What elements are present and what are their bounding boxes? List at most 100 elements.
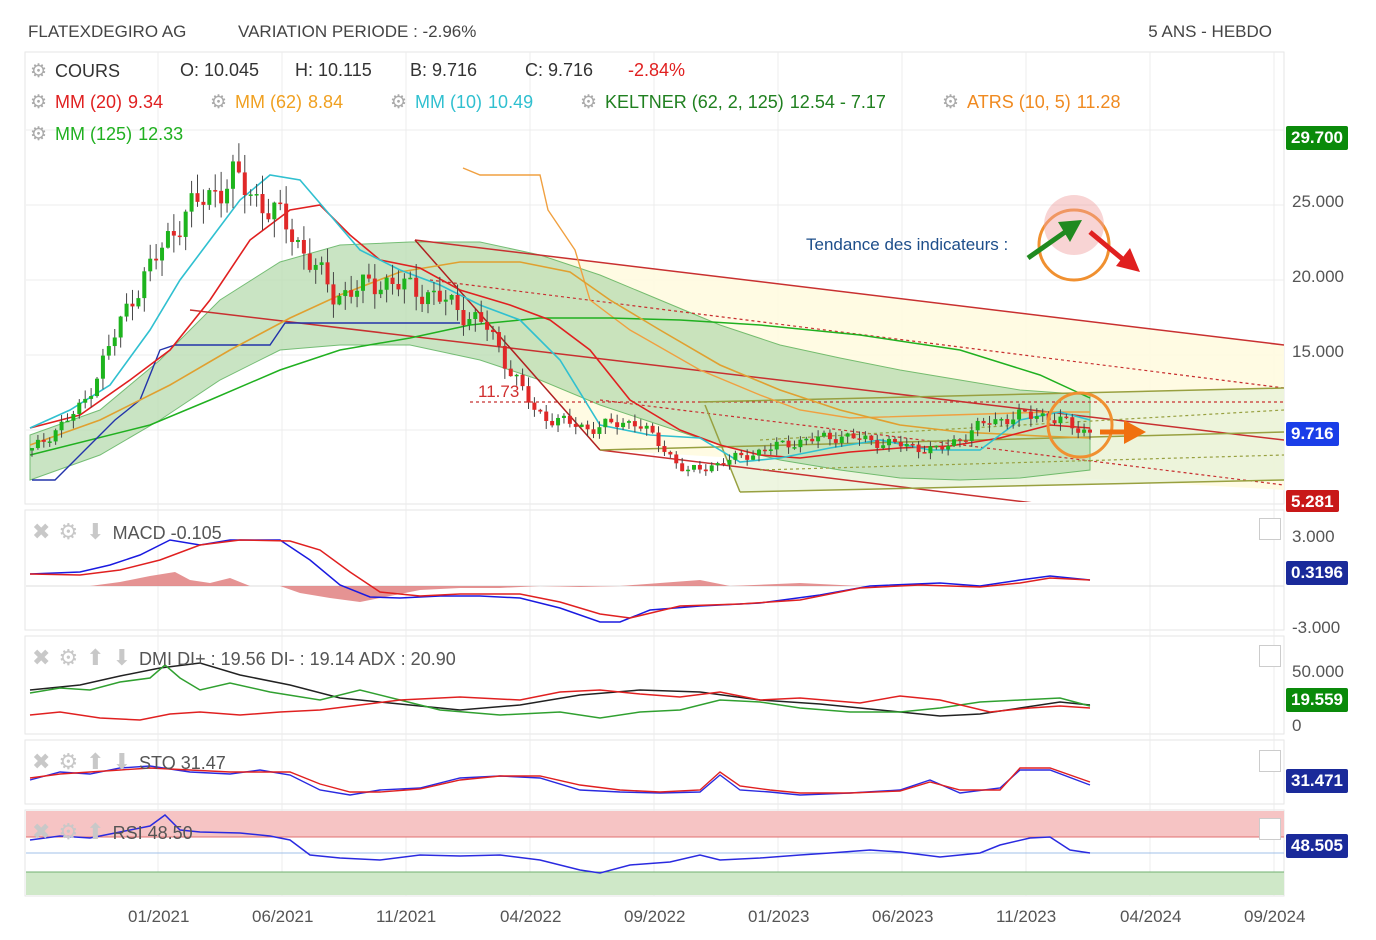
candle-body [940, 445, 945, 450]
low-value: B: 9.716 [410, 60, 478, 80]
mm10-label: MM (10) [415, 92, 483, 112]
symbol-title: FLATEXDEGIRO AG [28, 22, 187, 41]
mm62-line [29, 261, 1091, 446]
candle-body [378, 289, 383, 295]
candle-body [556, 417, 561, 426]
period-label[interactable]: 5 ANS - HEBDO [1148, 22, 1272, 41]
candle-body [987, 423, 992, 425]
candle-body [662, 446, 667, 452]
candle-body [703, 469, 708, 472]
candle-body [869, 435, 874, 441]
candle-body [313, 264, 318, 270]
arrow-down-icon[interactable]: ⬇ [112, 645, 132, 670]
candle-body [396, 284, 401, 290]
mm125-line [29, 317, 1091, 456]
candle-body [946, 445, 951, 450]
candle-body [1005, 419, 1010, 425]
gear-icon[interactable]: ⚙ [210, 92, 228, 113]
macd-tick-bottom: -3.000 [1292, 618, 1341, 637]
candle-body [833, 439, 838, 443]
gear-icon[interactable]: ⚙ [30, 124, 48, 145]
variation-periode: VARIATION PERIODE : -2.96% [238, 22, 477, 41]
candle-body [201, 201, 206, 205]
candle-body [532, 402, 537, 410]
expand-icon[interactable] [1259, 818, 1281, 840]
gear-icon[interactable]: ⚙ [30, 92, 48, 113]
candle-body [307, 253, 312, 270]
candle-body [148, 258, 153, 272]
candle-body [1076, 428, 1081, 433]
gear-icon[interactable]: ⚙ [580, 92, 598, 113]
close-icon[interactable]: ✖ [32, 819, 51, 844]
candle-body [774, 441, 779, 450]
arrow-down-icon[interactable]: ⬇ [86, 519, 105, 544]
candle-body [1058, 416, 1063, 424]
sto-label: STO [139, 753, 176, 773]
candle-body [1082, 429, 1087, 433]
candle-body [331, 284, 336, 305]
mm20-line [29, 204, 1091, 459]
candle-body [254, 194, 259, 196]
sto-header: ✖ ⚙ ⬆ ⬇ STO 31.47 [32, 749, 226, 775]
candle-body [804, 438, 809, 441]
candle-body [130, 303, 135, 307]
candle-body [136, 298, 141, 307]
gear-icon[interactable]: ⚙ [942, 92, 960, 113]
candle-body [355, 290, 360, 297]
gear-icon[interactable]: ⚙ [58, 645, 79, 670]
expand-icon[interactable] [1259, 750, 1281, 772]
candle-body [691, 464, 696, 470]
close-icon[interactable]: ✖ [32, 645, 51, 670]
candle-body [715, 463, 720, 466]
expand-icon[interactable] [1259, 518, 1281, 540]
candle-body [59, 421, 64, 431]
candle-body [733, 452, 738, 460]
cours-label: COURS [55, 61, 121, 81]
arrow-down-icon[interactable]: ⬇ [112, 749, 132, 774]
arrow-up-icon[interactable]: ⬆ [86, 645, 105, 670]
candle-body [875, 440, 880, 448]
close-icon[interactable]: ✖ [32, 519, 51, 544]
gear-icon[interactable]: ⚙ [58, 819, 79, 844]
arrow-up-icon[interactable]: ⬆ [86, 749, 105, 774]
legend-mm62: ⚙ MM (62) 8.84 [210, 91, 343, 114]
candle-body [904, 443, 909, 447]
candle-body [30, 448, 34, 451]
candle-body [236, 161, 241, 173]
candle-body [668, 451, 673, 455]
atrs-value: 11.28 [1076, 92, 1121, 112]
gear-icon[interactable]: ⚙ [30, 61, 48, 82]
candle-body [709, 465, 714, 472]
legend-atrs: ⚙ ATRS (10, 5) 11.28 [942, 91, 1120, 114]
gear-icon[interactable]: ⚙ [58, 749, 79, 774]
candle-body [266, 213, 271, 220]
candle-body [41, 439, 46, 442]
candle-body [455, 295, 460, 311]
gear-icon[interactable]: ⚙ [58, 519, 79, 544]
candle-body [721, 463, 726, 465]
candle-body [928, 446, 933, 454]
close-icon[interactable]: ✖ [32, 749, 51, 774]
candle-body [508, 368, 513, 377]
candle-body [934, 445, 939, 448]
candle-body [230, 161, 235, 189]
candle-body [142, 271, 147, 299]
candle-body [431, 290, 436, 293]
candle-body [77, 402, 82, 414]
candle-body [591, 429, 596, 434]
gear-icon[interactable]: ⚙ [390, 92, 408, 113]
expand-icon[interactable] [1259, 645, 1281, 667]
candle-body [650, 425, 655, 433]
candle-body [892, 438, 897, 442]
mm62-value: 8.84 [308, 92, 344, 112]
candle-body [47, 441, 52, 443]
candle-body [100, 355, 105, 379]
candle-body [473, 312, 478, 319]
candle-body [272, 202, 277, 220]
candle-body [621, 422, 626, 428]
legend-mm125: ⚙ MM (125) 12.33 [30, 123, 183, 146]
candle-body [981, 420, 986, 424]
candle-body [1052, 420, 1057, 424]
arrow-up-icon[interactable]: ⬆ [86, 819, 105, 844]
